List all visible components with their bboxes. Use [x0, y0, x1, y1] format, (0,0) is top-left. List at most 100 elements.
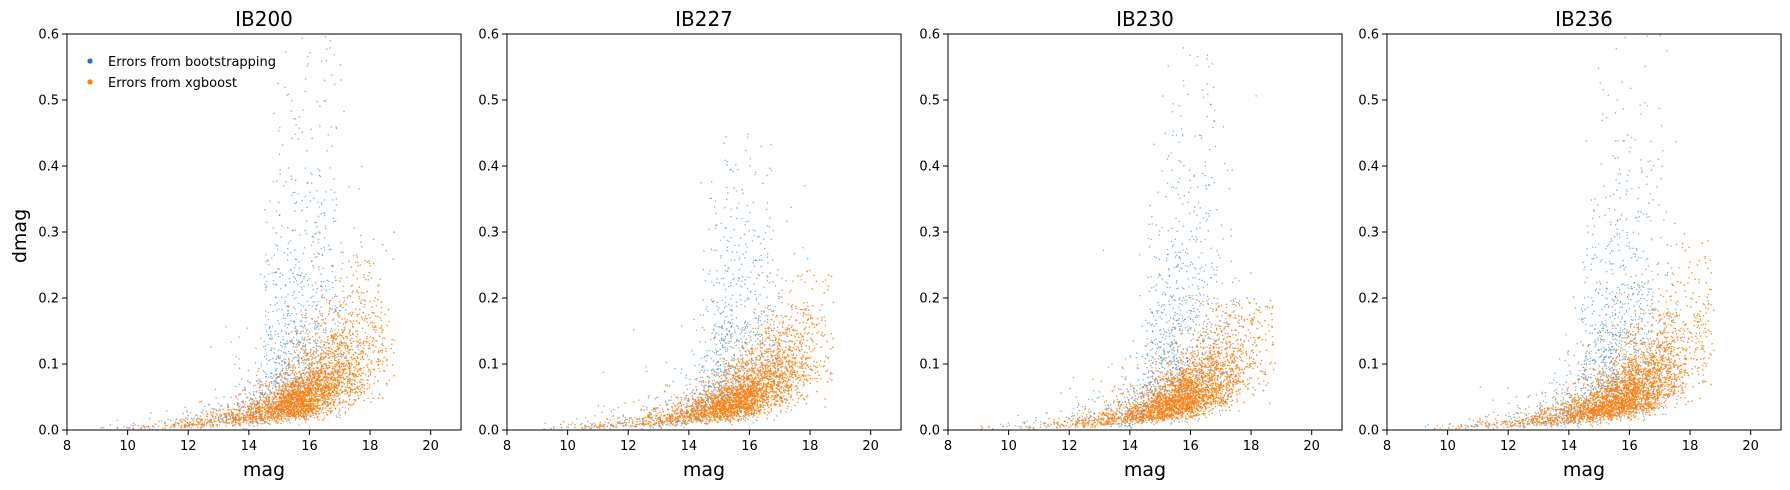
scatter-point: [325, 342, 327, 344]
scatter-point: [293, 356, 295, 359]
panel-title: IB200: [235, 7, 293, 31]
scatter-point: [312, 264, 314, 267]
scatter-point: [326, 366, 328, 369]
scatter-point: [328, 383, 330, 386]
scatter-point: [307, 284, 310, 286]
scatter-point: [302, 355, 304, 358]
scatter-point: [334, 359, 336, 362]
scatter-point: [324, 362, 327, 365]
scatter-point: [309, 342, 311, 345]
scatter-point: [330, 379, 332, 381]
scatter-point: [304, 78, 307, 80]
scatter-point: [352, 353, 355, 356]
scatter-point: [584, 417, 587, 419]
scatter-point: [283, 252, 286, 254]
scatter-point: [250, 408, 253, 411]
scatter-point: [263, 417, 266, 419]
scatter-point: [746, 204, 749, 207]
scatter-point: [300, 413, 302, 416]
scatter-point: [323, 394, 325, 397]
scatter-point: [338, 384, 340, 386]
scatter-point: [781, 277, 783, 280]
scatter-point: [317, 372, 319, 375]
scatter-point: [186, 422, 189, 425]
scatter-point: [209, 420, 211, 423]
y-tick-label: 0.1: [38, 358, 59, 373]
scatter-point: [231, 420, 233, 423]
scatter-point: [212, 417, 215, 420]
scatter-point: [250, 416, 252, 419]
scatter-point: [237, 394, 240, 396]
scatter-point: [318, 412, 320, 415]
scatter-point: [210, 426, 212, 429]
scatter-point: [210, 412, 212, 414]
scatter-point: [323, 380, 326, 382]
scatter-point: [324, 352, 326, 354]
scatter-point: [330, 412, 332, 415]
scatter-point: [724, 301, 727, 304]
scatter-point: [351, 348, 354, 351]
scatter-point: [764, 232, 766, 234]
scatter-point: [300, 377, 302, 379]
scatter-point: [253, 415, 256, 418]
scatter-point: [726, 315, 728, 318]
scatter-point: [289, 340, 291, 342]
scatter-point: [728, 266, 730, 269]
scatter-point: [258, 378, 260, 381]
scatter-point: [320, 367, 323, 369]
scatter-point: [312, 381, 314, 384]
scatter-point: [332, 371, 334, 374]
scatter-point: [316, 256, 318, 258]
scatter-point: [157, 425, 160, 428]
scatter-point: [727, 285, 730, 288]
scatter-point: [286, 394, 289, 397]
scatter-point: [279, 357, 281, 359]
scatter-point: [300, 304, 303, 306]
scatter-point: [366, 388, 369, 390]
scatter-point: [766, 274, 768, 277]
scatter-point: [282, 317, 285, 319]
scatter-point: [339, 242, 342, 244]
scatter-point: [130, 424, 132, 427]
scatter-point: [341, 406, 344, 408]
scatter-point: [297, 340, 300, 342]
scatter-point: [336, 385, 338, 388]
scatter-point: [733, 277, 735, 280]
scatter-point: [280, 419, 283, 421]
scatter-point: [222, 408, 224, 411]
scatter-point: [752, 259, 755, 262]
scatter-point: [329, 402, 332, 405]
scatter-point: [227, 418, 229, 421]
scatter-point: [341, 391, 343, 393]
scatter-point: [334, 395, 336, 397]
scatter-point: [370, 361, 372, 363]
scatter-point: [246, 420, 248, 422]
scatter-point: [245, 396, 248, 399]
scatter-point: [354, 399, 357, 401]
scatter-point: [278, 323, 280, 325]
scatter-point: [362, 372, 365, 375]
scatter-point: [333, 318, 335, 320]
scatter-point: [272, 310, 274, 313]
scatter-point: [734, 259, 736, 261]
scatter-point: [719, 368, 722, 370]
scatter-point: [322, 400, 325, 403]
scatter-point: [293, 410, 295, 412]
scatter-point: [255, 384, 257, 387]
scatter-point: [281, 360, 284, 362]
scatter-point: [252, 411, 255, 414]
scatter-point: [341, 268, 343, 270]
scatter-point: [295, 417, 297, 420]
scatter-point: [368, 271, 371, 274]
scatter-point: [355, 308, 357, 310]
scatter-point: [313, 320, 316, 323]
scatter-point: [333, 389, 336, 392]
scatter-point: [304, 316, 306, 319]
scatter-point: [259, 417, 262, 419]
scatter-point: [334, 220, 337, 222]
scatter-point: [298, 405, 300, 408]
scatter-point: [329, 411, 332, 413]
scatter-point: [237, 398, 239, 400]
scatter-point: [304, 421, 307, 423]
scatter-point: [294, 388, 296, 390]
